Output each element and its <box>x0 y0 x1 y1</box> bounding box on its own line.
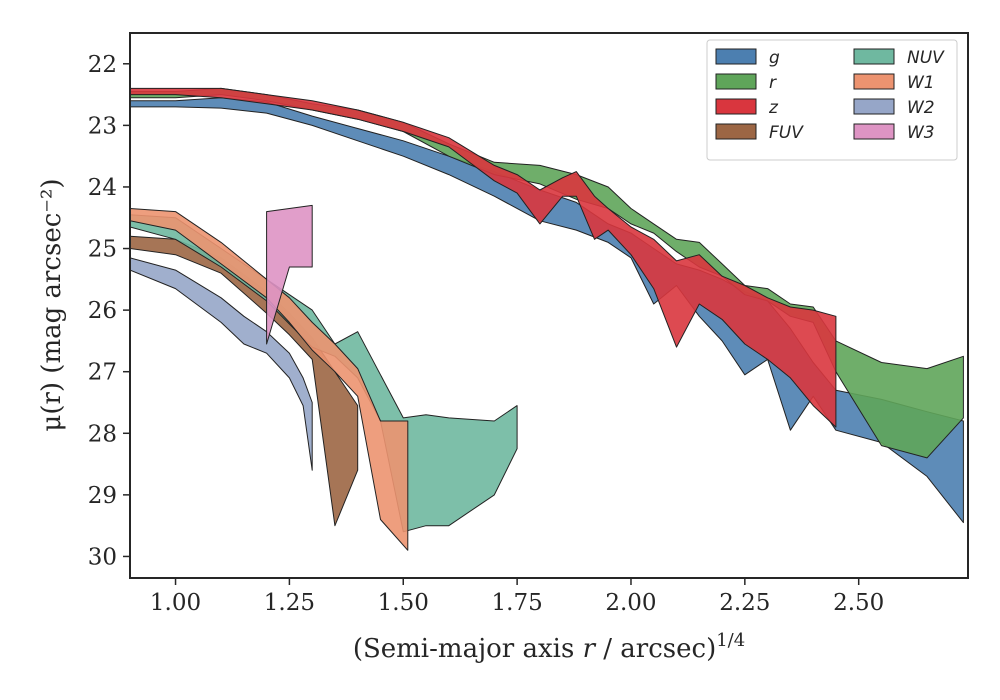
legend-swatch-w1 <box>853 73 895 90</box>
y-tick-label: 24 <box>88 175 117 201</box>
legend-label-fuv: FUV <box>769 123 804 143</box>
x-tick-label: 2.00 <box>605 590 656 616</box>
x-tick-label: 1.75 <box>492 590 543 616</box>
legend-label-r: r <box>769 73 777 93</box>
x-tick-label: 1.50 <box>378 590 429 616</box>
legend-label-z: z <box>768 98 779 118</box>
y-tick-label: 29 <box>88 483 117 509</box>
series-bands <box>130 87 964 551</box>
legend: grz FUV NUV W1 W2 W3 <box>706 39 958 161</box>
x-tick-label: 2.25 <box>719 590 770 616</box>
x-axis-ticks: 1.00 1.25 1.50 1.75 2.00 2.25 2.50 <box>150 578 884 616</box>
legend-swatch-r <box>715 73 757 90</box>
x-axis-label: (Semi-major axis r / arcsec)1/4 <box>353 630 745 664</box>
x-tick-label: 2.50 <box>833 590 884 616</box>
y-axis-label: μ(r) (mag arcsec⁻²) <box>37 178 67 431</box>
band-r <box>130 87 964 459</box>
band-z <box>130 87 837 428</box>
legend-swatch-w3 <box>853 123 895 140</box>
band-nuv <box>130 214 518 533</box>
legend-label-w1: W1 <box>907 73 935 93</box>
x-tick-label: 1.00 <box>150 590 201 616</box>
band-w2 <box>130 257 313 471</box>
y-tick-label: 28 <box>88 421 117 447</box>
y-tick-label: 25 <box>88 237 117 263</box>
y-tick-label: 22 <box>88 52 117 78</box>
legend-label-w2: W2 <box>907 98 935 118</box>
legend-label-nuv: NUV <box>907 48 945 68</box>
legend-swatch-fuv <box>715 123 757 140</box>
legend-swatch-nuv <box>853 48 895 65</box>
legend-label-w3: W3 <box>907 123 935 143</box>
band-w3 <box>266 204 313 345</box>
y-axis-ticks: 22 23 24 25 26 27 28 29 30 <box>88 52 130 570</box>
legend-swatch-g <box>715 48 757 65</box>
y-tick-label: 23 <box>88 113 117 139</box>
x-tick-label: 1.25 <box>264 590 315 616</box>
plot-frame <box>129 32 969 579</box>
y-tick-label: 27 <box>88 360 117 386</box>
legend-swatch-w2 <box>853 98 895 115</box>
y-tick-label: 30 <box>88 544 117 570</box>
y-tick-label: 26 <box>88 298 117 324</box>
legend-label-g: g <box>769 48 780 68</box>
legend-swatch-z <box>715 98 757 115</box>
